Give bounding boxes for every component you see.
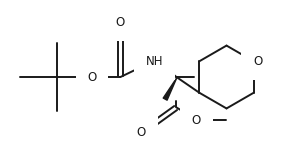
Text: O: O (87, 71, 97, 84)
Text: NH: NH (146, 55, 164, 68)
Text: O: O (116, 16, 125, 29)
Text: O: O (191, 114, 201, 127)
Text: O: O (136, 126, 146, 140)
Text: O: O (253, 55, 262, 68)
